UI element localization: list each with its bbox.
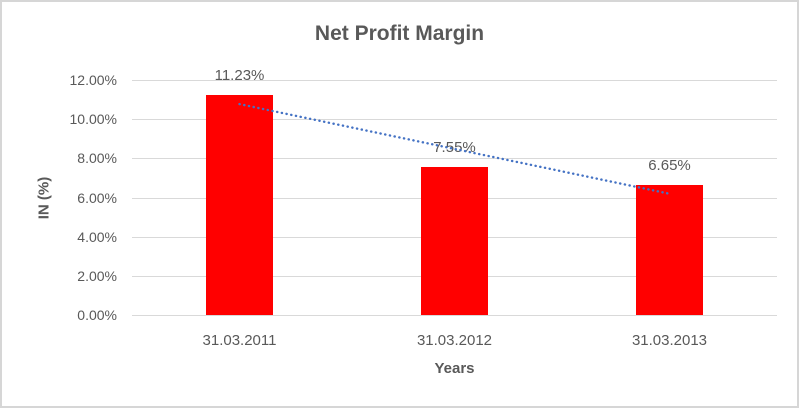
chart-title: Net Profit Margin: [314, 22, 485, 45]
y-axis-tick-label: 0.00%: [77, 307, 117, 323]
y-axis-tick-label: 2.00%: [77, 267, 117, 284]
bar-31.03.2013: [636, 184, 703, 315]
y-axis-tick-label: 10.00%: [69, 111, 117, 128]
gridline: [132, 80, 777, 81]
y-axis-tick-label: 8.00%: [77, 150, 117, 167]
bar-31.03.2011: [206, 95, 273, 315]
x-axis-tick-label: 31.03.2012: [416, 332, 493, 349]
y-axis-tick-label: 4.00%: [77, 228, 117, 245]
y-axis-tick-label: 12.00%: [69, 72, 117, 88]
y-axis-tick-label: 6.00%: [77, 189, 117, 206]
data-label: 6.65%: [648, 156, 691, 174]
x-axis-tick-label: 31.03.2011: [202, 332, 277, 349]
data-label: 11.23%: [214, 67, 265, 85]
x-axis-title: Years: [434, 360, 475, 377]
data-label: 7.55%: [433, 139, 476, 157]
gridline: [132, 315, 777, 316]
x-axis-tick-label: 31.03.2013: [631, 332, 708, 349]
bar-31.03.2012: [421, 167, 488, 315]
